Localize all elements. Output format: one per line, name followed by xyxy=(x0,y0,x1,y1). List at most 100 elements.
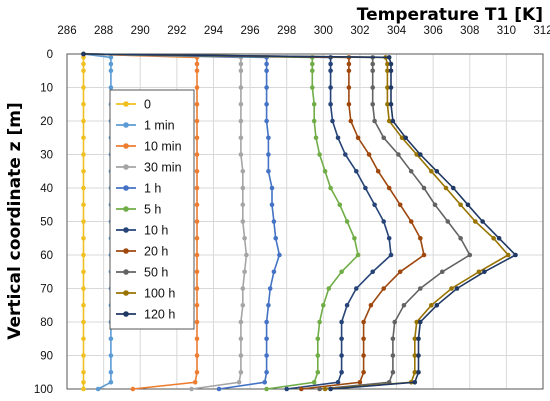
data-point xyxy=(392,319,398,325)
data-point xyxy=(194,169,200,174)
data-point xyxy=(244,252,249,258)
data-point xyxy=(315,370,321,375)
data-point xyxy=(264,353,269,358)
data-point xyxy=(416,336,421,342)
data-point xyxy=(386,236,392,241)
legend-swatch-marker xyxy=(123,101,129,107)
data-point xyxy=(81,336,86,342)
data-point xyxy=(346,85,352,90)
x-axis-ticks: 286 288 290 292 294 296 298 300 302 304 306 308 310 3… xyxy=(57,25,550,37)
data-point xyxy=(335,380,341,385)
y-tick-label: 90 xyxy=(40,351,53,363)
x-tick-label: 294 xyxy=(204,25,224,37)
data-point xyxy=(330,118,335,124)
data-point xyxy=(216,386,222,392)
data-point xyxy=(513,252,518,258)
series-120-h xyxy=(81,51,518,392)
data-point xyxy=(264,102,269,107)
data-point xyxy=(240,185,246,191)
data-point xyxy=(81,286,86,291)
data-point xyxy=(339,370,344,375)
series-100-h xyxy=(81,51,511,392)
data-point xyxy=(240,219,246,224)
x-tick-label: 304 xyxy=(387,25,407,37)
legend-label: 10 h xyxy=(144,224,168,238)
data-point xyxy=(194,185,200,191)
series-line xyxy=(83,53,471,390)
data-point xyxy=(348,118,354,124)
legend-label: 1 min xyxy=(144,119,175,133)
data-point xyxy=(412,336,418,342)
data-point xyxy=(81,118,86,124)
series-0 xyxy=(81,51,86,392)
data-point xyxy=(238,319,244,325)
data-point xyxy=(310,68,315,74)
data-point xyxy=(328,68,333,74)
data-point xyxy=(443,185,449,191)
y-tick-label: 40 xyxy=(40,183,53,195)
data-point xyxy=(194,118,200,124)
data-point xyxy=(317,152,322,157)
data-point xyxy=(434,169,440,174)
data-point xyxy=(238,152,244,157)
data-point xyxy=(108,68,114,74)
x-tick-label: 290 xyxy=(131,25,150,37)
legend-item: 30 min xyxy=(116,161,182,175)
series-5-h xyxy=(81,51,361,392)
data-point xyxy=(81,55,86,60)
data-point xyxy=(194,336,200,342)
data-point xyxy=(386,55,392,60)
data-point xyxy=(337,202,343,208)
data-point xyxy=(108,370,114,375)
data-point xyxy=(381,286,387,291)
data-point xyxy=(81,68,86,74)
data-point xyxy=(238,68,244,74)
data-point xyxy=(357,380,363,385)
data-point xyxy=(346,68,352,74)
data-point xyxy=(189,386,194,392)
data-point xyxy=(194,135,200,141)
data-point xyxy=(390,118,396,124)
legend-label: 20 h xyxy=(144,245,168,259)
series-line xyxy=(83,53,425,390)
data-point xyxy=(194,286,200,291)
data-point xyxy=(465,202,471,208)
data-point xyxy=(385,102,390,107)
legend-swatch-marker xyxy=(123,206,129,212)
data-point xyxy=(81,370,86,375)
data-point xyxy=(240,169,246,174)
y-tick-label: 50 xyxy=(40,217,53,229)
legend-swatch-marker xyxy=(123,143,129,149)
data-point xyxy=(108,336,114,342)
series-50-h xyxy=(81,51,473,392)
legend-label: 1 h xyxy=(144,182,161,196)
data-point xyxy=(194,219,200,224)
data-point xyxy=(429,169,434,174)
data-point xyxy=(311,118,317,124)
data-point xyxy=(81,152,86,157)
legend-item: 20 h xyxy=(116,245,168,259)
data-point xyxy=(238,336,244,342)
data-point xyxy=(299,386,304,392)
data-point xyxy=(412,353,418,358)
data-point xyxy=(242,236,247,241)
data-point xyxy=(266,152,271,157)
x-tick-label: 306 xyxy=(424,25,443,37)
data-point xyxy=(81,102,86,107)
data-point xyxy=(344,219,350,224)
x-tick-label: 298 xyxy=(277,25,296,37)
legend-item: 50 h xyxy=(116,266,168,280)
data-point xyxy=(326,286,332,291)
data-point xyxy=(416,370,421,375)
data-point xyxy=(194,152,200,157)
data-point xyxy=(311,380,317,385)
data-point xyxy=(194,319,200,325)
data-point xyxy=(130,386,136,392)
data-point xyxy=(81,236,86,241)
x-tick-label: 288 xyxy=(94,25,113,37)
data-point xyxy=(473,219,478,224)
data-point xyxy=(363,185,368,191)
legend-item: 1 min xyxy=(116,119,175,133)
legend-swatch-marker xyxy=(123,248,129,254)
x-tick-label: 310 xyxy=(497,25,516,37)
